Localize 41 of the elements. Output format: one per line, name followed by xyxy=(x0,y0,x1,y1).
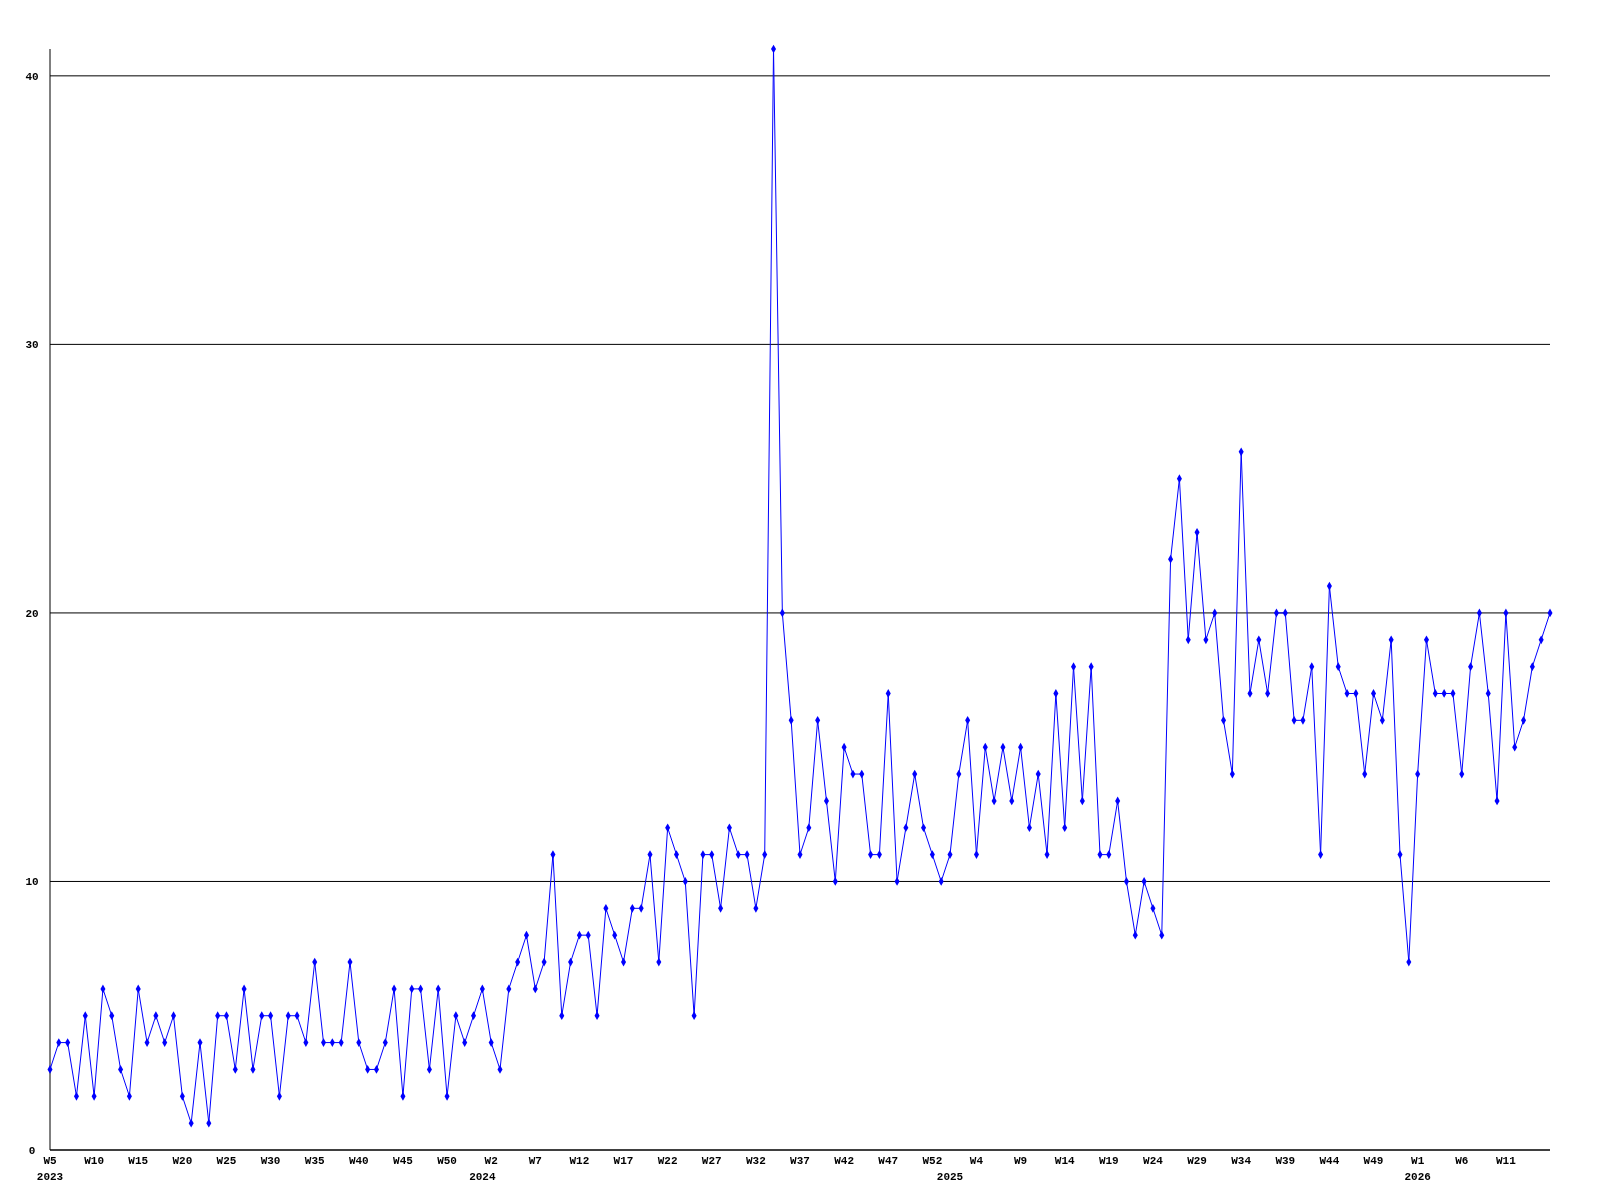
x-tick-label: W44 xyxy=(1319,1155,1340,1167)
x-tick-label: W22 xyxy=(657,1155,678,1167)
x-tick-label: W10 xyxy=(84,1155,105,1167)
x-tick-label: W40 xyxy=(348,1155,369,1167)
x-tick-label: W35 xyxy=(304,1155,325,1167)
y-tick-label: 0 xyxy=(28,1144,36,1157)
x-tick-label: W7 xyxy=(528,1155,542,1167)
y-tick-label: 20 xyxy=(25,607,39,620)
x-tick-label: W49 xyxy=(1363,1155,1384,1167)
x-tick-label: W27 xyxy=(701,1155,722,1167)
x-tick-label: W19 xyxy=(1098,1155,1119,1167)
x-tick-label: W42 xyxy=(834,1155,855,1167)
x-tick-label: W2 xyxy=(484,1155,498,1167)
x-tick-label: W45 xyxy=(393,1155,414,1167)
x-tick-label: W17 xyxy=(613,1155,634,1167)
x-tick-label: W9 xyxy=(1013,1155,1028,1167)
x-tick-label: W11 xyxy=(1495,1155,1517,1167)
x-tick-label: W47 xyxy=(878,1155,899,1167)
x-tick-label: W25 xyxy=(216,1155,237,1167)
x-tick-label: W12 xyxy=(569,1155,590,1167)
x-tick-label: W32 xyxy=(745,1155,766,1167)
x-tick-label: W52 xyxy=(922,1155,943,1167)
x-tick-label: W4 xyxy=(969,1155,984,1167)
y-tick-label: 40 xyxy=(25,70,39,83)
x-tick-label: W6 xyxy=(1455,1155,1469,1167)
x-tick-label: W34 xyxy=(1231,1155,1252,1167)
x-tick-label: 2025 xyxy=(936,1171,964,1183)
x-tick-label: W50 xyxy=(437,1155,457,1167)
x-tick-label: W14 xyxy=(1054,1155,1075,1167)
x-tick-label: W29 xyxy=(1187,1155,1207,1167)
x-tick-label: W20 xyxy=(172,1155,193,1167)
x-tick-label: W39 xyxy=(1275,1155,1296,1167)
y-tick-label: 10 xyxy=(25,876,39,889)
x-tick-label: W1 2026 xyxy=(1404,1155,1431,1183)
x-tick-label: 2024 xyxy=(469,1171,496,1183)
y-tick-label: 30 xyxy=(25,339,39,352)
x-tick-label: W5 2023 xyxy=(36,1155,64,1183)
x-tick-label: W30 xyxy=(260,1155,281,1167)
x-tick-label: W37 xyxy=(790,1155,810,1167)
x-tick-label: W15 xyxy=(128,1155,149,1167)
x-tick-label: W24 xyxy=(1143,1155,1164,1167)
